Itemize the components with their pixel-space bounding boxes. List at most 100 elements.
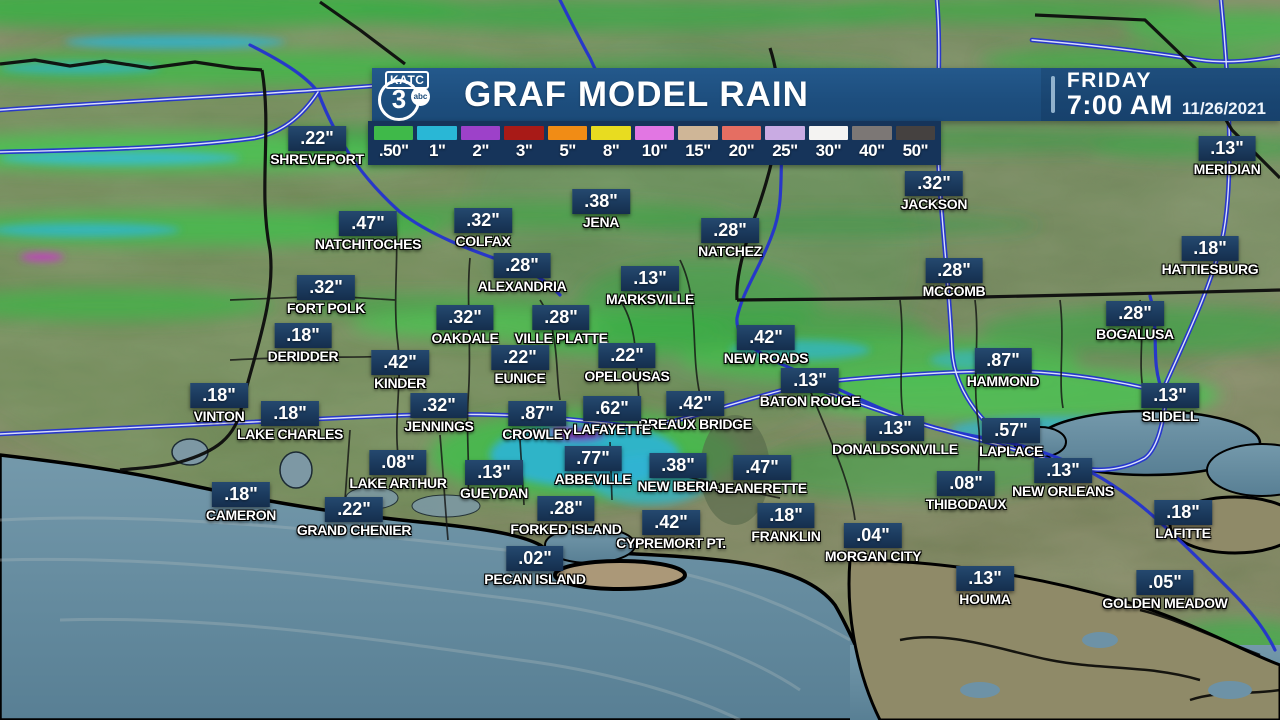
rain-value: .32" [436,305,494,330]
city-label-lafayette: .62" LAFAYETTE [573,396,651,437]
city-name: THIBODAUX [925,496,1007,512]
city-label-morgan-city: .04" MORGAN CITY [825,523,921,564]
legend-stop: 30" [808,126,849,163]
city-name: NATCHITOCHES [314,236,422,252]
rain-value: .18" [190,383,248,408]
city-name: JACKSON [900,196,968,212]
legend-swatch [504,126,544,140]
legend-label: 50" [902,141,929,160]
city-label-colfax: .32" COLFAX [454,208,512,249]
city-label-donaldsonville: .13" DONALDSONVILLE [832,416,958,457]
city-label-houma: .13" HOUMA [956,566,1014,607]
city-name: HAMMOND [966,373,1040,389]
legend-swatch [634,126,675,140]
city-label-gueydan: .13" GUEYDAN [460,460,528,501]
legend-stop: 10" [634,126,675,163]
city-name: SLIDELL [1141,408,1199,424]
city-name: LAKE ARTHUR [349,475,447,491]
page-title: GRAF MODEL RAIN [464,74,809,114]
city-name: MORGAN CITY [824,548,922,564]
city-label-slidell: .13" SLIDELL [1141,383,1199,424]
rain-value: .32" [297,275,355,300]
legend-label: 20" [728,141,755,160]
city-name: VILLE PLATTE [514,330,608,346]
rain-value: .77" [564,446,622,471]
rain-value: .28" [493,253,551,278]
city-name: NATCHEZ [698,243,762,259]
rain-value: .32" [905,171,963,196]
city-label-thibodaux: .08" THIBODAUX [926,471,1007,512]
rain-value: .05" [1136,570,1194,595]
forecast-time: 7:00 AM [1066,90,1173,120]
rain-value: .18" [757,503,815,528]
legend-label: 40" [859,141,885,160]
city-name: FRANKLIN [751,528,821,544]
city-name: OPELOUSAS [584,368,670,384]
legend-label: 10" [641,141,668,160]
city-label-opelousas: .22" OPELOUSAS [584,343,670,384]
rain-value: .13" [1034,458,1092,483]
legend-label: 2" [472,141,489,160]
legend-label: 5" [559,141,576,160]
city-label-pecan-island: .02" PECAN ISLAND [484,546,586,587]
city-name: ABBEVILLE [554,471,632,487]
city-label-jennings: .32" JENNINGS [404,393,474,434]
header-bar: KATC 3 abc GRAF MODEL RAIN FRIDAY 7:00 A… [372,68,1280,121]
city-name: DONALDSONVILLE [832,441,958,457]
rain-value: .22" [598,343,656,368]
city-label-cypremort-pt: .42" CYPREMORT PT. [616,510,726,551]
city-name: FORT POLK [286,300,366,316]
rain-value: .87" [974,348,1032,373]
legend-swatch [852,126,892,140]
legend-stop: 2" [460,126,501,163]
city-label-cameron: .18" CAMERON [206,482,276,523]
legend-label: 8" [602,141,620,160]
city-name: EUNICE [494,370,546,386]
city-name: MCCOMB [922,283,986,299]
legend-label: 15" [685,141,711,160]
rain-value: .18" [212,482,270,507]
rain-value: .42" [666,391,724,416]
city-name: COLFAX [455,233,511,249]
city-name: JENA [582,214,620,230]
rain-value: .02" [506,546,564,571]
rain-value: .13" [781,368,839,393]
legend-swatch [374,126,414,140]
city-label-shreveport: .22" SHREVEPORT [270,126,364,167]
city-label-natchez: .28" NATCHEZ [698,218,762,259]
rain-value: .18" [261,401,319,426]
legend-label: 1" [428,141,446,160]
legend-swatch [591,126,631,140]
forecast-date: 11/26/2021 [1181,99,1266,118]
rain-value: .22" [288,126,346,151]
city-label-mccomb: .28" MCCOMB [923,258,986,299]
legend-swatch [721,126,762,140]
city-name: NEW ORLEANS [1012,483,1114,499]
city-name: GRAND CHENIER [296,522,412,538]
rain-value: .47" [339,211,397,236]
city-name: GUEYDAN [460,485,528,501]
legend-stop: 20" [721,126,762,163]
city-label-abbeville: .77" ABBEVILLE [555,446,632,487]
rain-value: .28" [1106,301,1164,326]
legend-label: 3" [515,141,533,160]
city-label-jena: .38" JENA [572,189,630,230]
rain-value: .08" [937,471,995,496]
legend-label: .50" [378,141,409,160]
legend-stop: 50" [895,126,936,163]
city-name: BOGALUSA [1096,326,1174,342]
city-name: JEANERETTE [717,480,807,496]
city-name: VINTON [193,408,245,424]
city-label-ville-platte: .28" VILLE PLATTE [514,305,608,346]
katc-logo: KATC 3 abc [378,70,442,121]
forecast-day: FRIDAY [1066,69,1153,92]
datetime-panel: FRIDAY 7:00 AM 11/26/2021 [1040,68,1280,121]
city-name: MARKSVILLE [605,291,695,307]
rain-value: .28" [925,258,983,283]
rain-value: .22" [325,497,383,522]
city-label-new-roads: .42" NEW ROADS [724,325,809,366]
city-label-alexandria: .28" ALEXANDRIA [478,253,567,294]
city-label-deridder: .18" DERIDDER [268,323,339,364]
legend-swatch [678,126,718,140]
city-label-new-iberia: .38" NEW IBERIA [637,453,719,494]
